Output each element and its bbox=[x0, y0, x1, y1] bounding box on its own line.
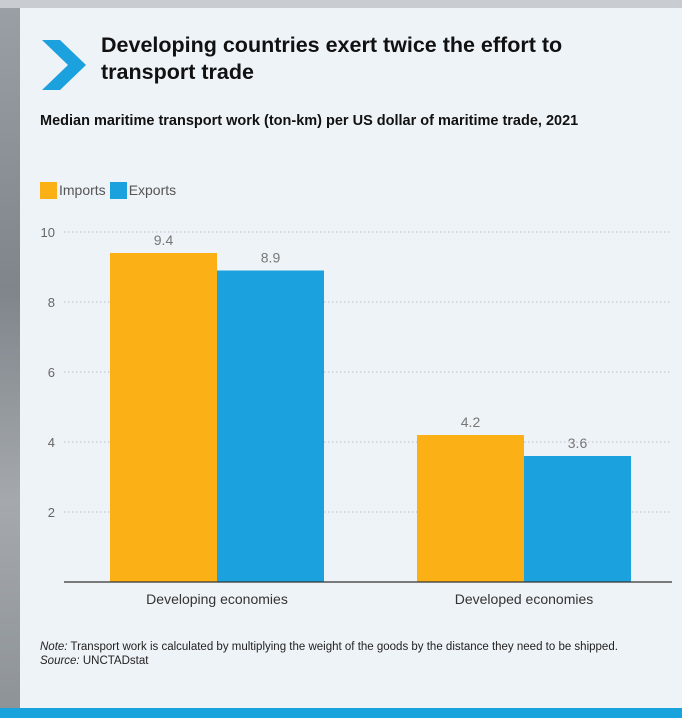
legend-label-exports: Exports bbox=[128, 182, 177, 198]
chevron-right-icon bbox=[42, 40, 86, 90]
legend-swatch-exports bbox=[109, 181, 127, 199]
bar-imports bbox=[110, 253, 217, 582]
background-top bbox=[0, 0, 682, 8]
data-label: 8.9 bbox=[261, 250, 281, 266]
bar-exports bbox=[524, 456, 631, 582]
bottom-accent-bar bbox=[0, 708, 682, 718]
source-line: Source: UNCTADstat bbox=[40, 655, 670, 669]
x-tick-label: Developed economies bbox=[455, 591, 594, 607]
chart-subtitle: Median maritime transport work (ton-km) … bbox=[40, 113, 579, 129]
chart-legend: Imports Exports bbox=[40, 180, 180, 200]
legend-item-exports: Exports bbox=[109, 181, 177, 199]
legend-label-imports: Imports bbox=[59, 182, 106, 198]
note-label: Note: bbox=[40, 641, 68, 653]
y-tick-label: 4 bbox=[48, 435, 55, 450]
data-label: 3.6 bbox=[568, 435, 588, 451]
legend-swatch-imports bbox=[40, 181, 57, 199]
data-label: 9.4 bbox=[154, 232, 174, 248]
x-tick-label: Developing economies bbox=[146, 591, 288, 607]
background-left bbox=[0, 0, 20, 718]
data-label: 4.2 bbox=[461, 414, 481, 430]
note-text: Transport work is calculated by multiply… bbox=[67, 641, 618, 653]
source-label: Source: bbox=[40, 654, 80, 667]
legend-item-imports: Imports bbox=[40, 181, 106, 199]
bar-exports bbox=[217, 270, 324, 582]
chart-notes: Note: Transport work is calculated by mu… bbox=[40, 641, 670, 668]
y-tick-label: 8 bbox=[48, 295, 55, 310]
bar-imports bbox=[417, 435, 524, 582]
chart-title: Developing countries exert twice the eff… bbox=[101, 33, 563, 84]
y-tick-label: 10 bbox=[41, 225, 55, 240]
note-line: Note: Transport work is calculated by mu… bbox=[40, 641, 670, 655]
y-tick-label: 2 bbox=[48, 505, 55, 520]
y-tick-label: 6 bbox=[48, 365, 55, 380]
source-text: UNCTADstat bbox=[79, 654, 149, 667]
